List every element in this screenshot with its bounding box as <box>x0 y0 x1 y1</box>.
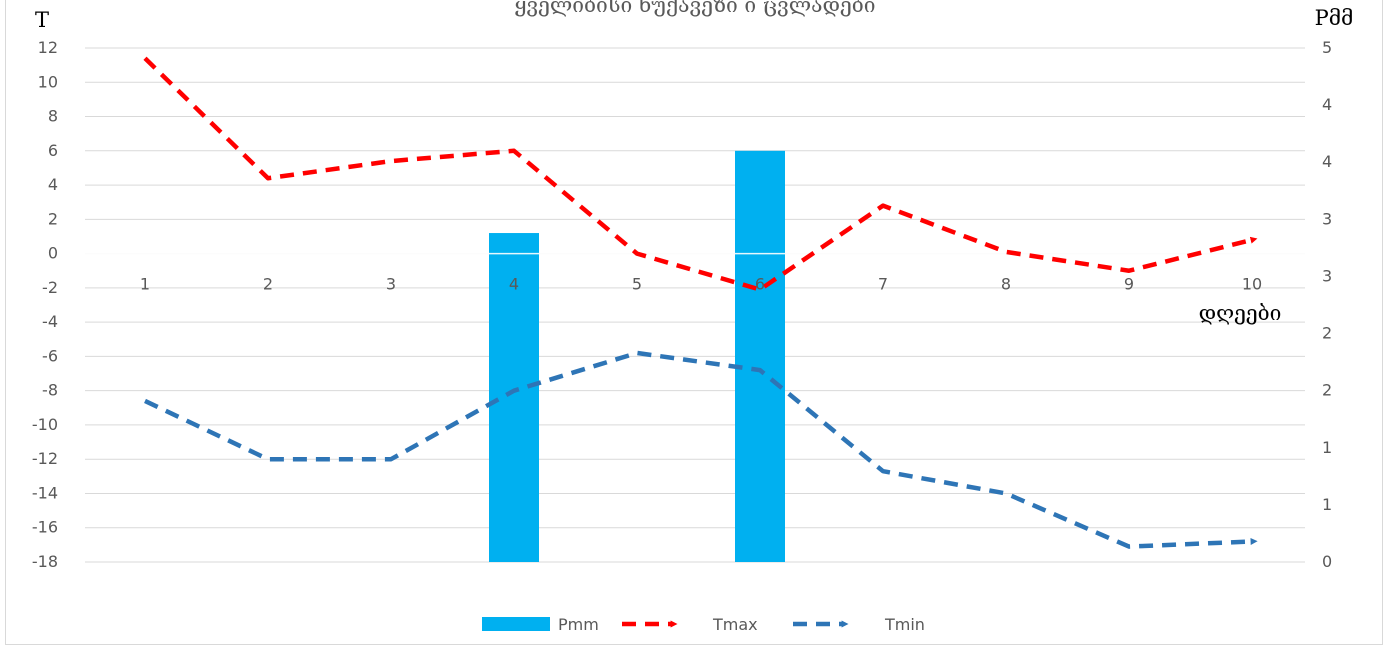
legend-label-tmin: Tmin <box>884 615 925 634</box>
y-axis-left-title: T <box>35 8 49 32</box>
legend-swatch-pmm <box>482 617 550 631</box>
legend-label-tmax: Tmax <box>712 615 758 634</box>
y-tick-label-right: 2 <box>1322 381 1332 400</box>
y-tick-label-left: 0 <box>48 244 58 263</box>
y-tick-label-left: 2 <box>48 209 58 228</box>
y-tick-label-left: -4 <box>42 312 58 331</box>
x-tick-label: 3 <box>386 275 396 294</box>
x-tick-label: 4 <box>509 275 519 294</box>
y-tick-label-left: 4 <box>48 175 58 194</box>
y-axis-right-title: Pმმ <box>1315 6 1354 30</box>
bar <box>489 233 539 563</box>
chart-frame <box>5 0 1383 645</box>
x-tick-label: 10 <box>1242 275 1262 294</box>
line-tmax <box>143 56 1258 292</box>
y-tick-label-right: 3 <box>1322 209 1332 228</box>
x-tick-label: 8 <box>1001 275 1011 294</box>
y-tick-label-right: 2 <box>1322 324 1332 343</box>
y-tick-label-left: -10 <box>32 415 58 434</box>
y-tick-label-right: 4 <box>1322 152 1332 171</box>
y-tick-label-left: 10 <box>38 72 58 91</box>
x-tick-label: 2 <box>263 275 273 294</box>
y-tick-label-left: -6 <box>42 346 58 365</box>
chart-title: ყველიბისი ნუქავეზი ი ცვლადები <box>514 0 875 17</box>
y-tick-label-left: -2 <box>42 278 58 297</box>
line-tmin <box>144 350 1258 549</box>
y-tick-label-left: -12 <box>32 449 58 468</box>
y-tick-label-right: 5 <box>1322 38 1332 57</box>
x-axis-title: დღეები <box>1199 301 1282 325</box>
legend: Pmm Tmax Tmin <box>482 615 925 634</box>
x-tick-label: 7 <box>878 275 888 294</box>
gridlines <box>85 47 1305 563</box>
y-tick-label-left: 12 <box>38 38 58 57</box>
y-tick-label-right: 0 <box>1322 552 1332 571</box>
line-series <box>143 56 1258 549</box>
y-tick-label-right: 3 <box>1322 266 1332 285</box>
x-tick-label: 5 <box>632 275 642 294</box>
y-tick-label-left: -8 <box>42 381 58 400</box>
y-tick-label-left: 8 <box>48 107 58 126</box>
tick-labels: 121086420-2-4-6-8-10-12-14-16-1854433221… <box>32 38 1332 571</box>
y-tick-label-right: 1 <box>1322 495 1332 514</box>
bar-series-pmm <box>489 150 785 563</box>
y-tick-label-right: 4 <box>1322 95 1332 114</box>
x-tick-label: 6 <box>755 275 765 294</box>
y-tick-label-left: -14 <box>32 483 58 502</box>
y-tick-label-left: 6 <box>48 141 58 160</box>
x-tick-label: 1 <box>140 275 150 294</box>
y-tick-label-left: -18 <box>32 552 58 571</box>
bar <box>735 150 785 563</box>
legend-label-pmm: Pmm <box>558 615 599 634</box>
x-tick-label: 9 <box>1124 275 1134 294</box>
y-tick-label-right: 1 <box>1322 438 1332 457</box>
y-tick-label-left: -16 <box>32 518 58 537</box>
